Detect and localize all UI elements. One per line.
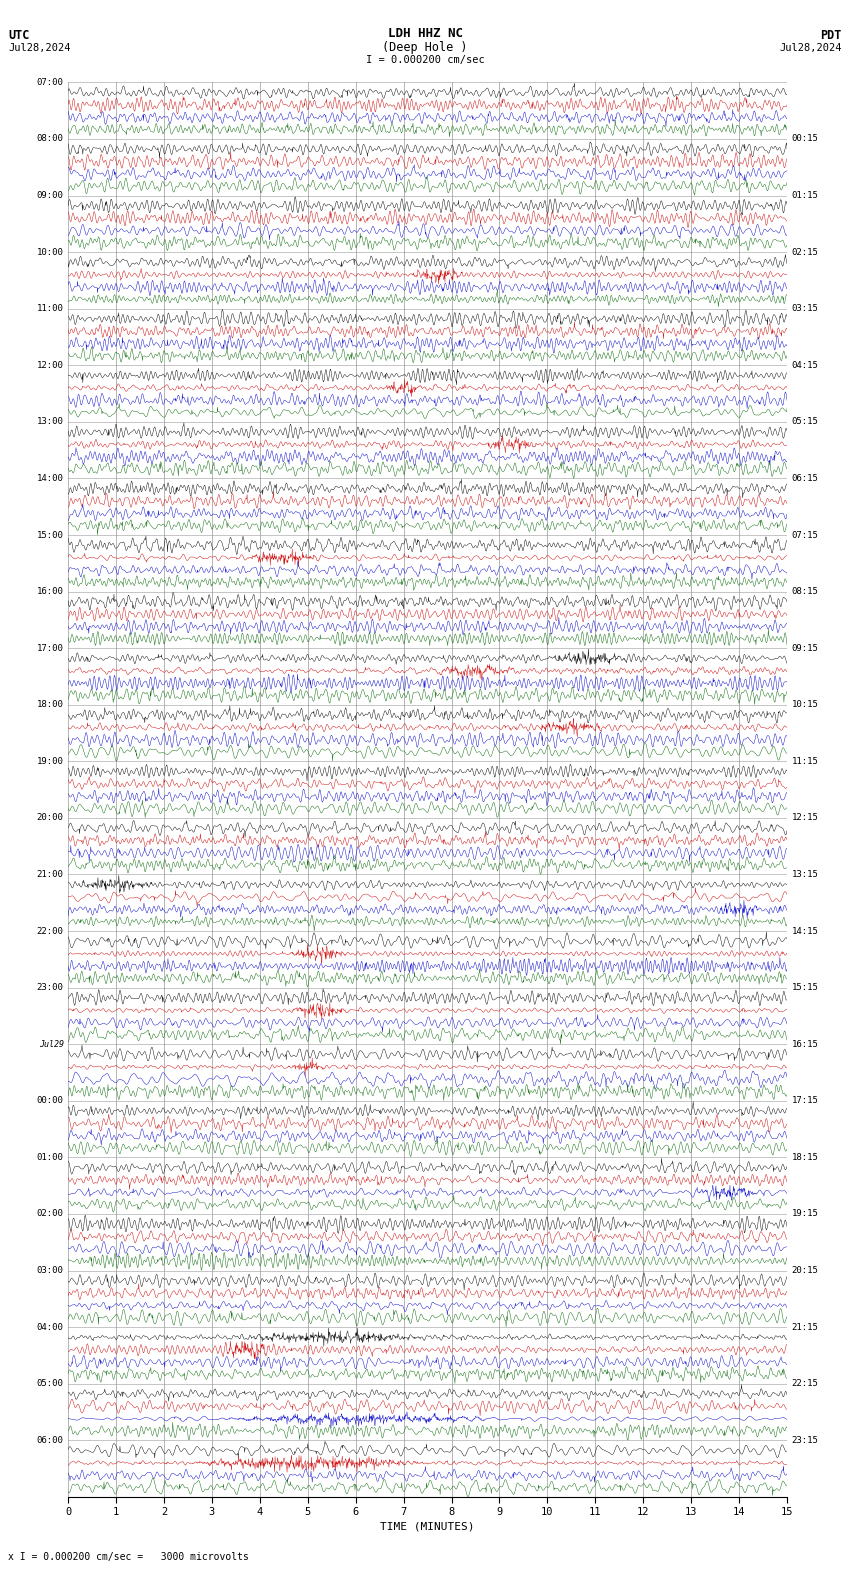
Text: 08:15: 08:15 — [791, 588, 819, 596]
Text: 10:15: 10:15 — [791, 700, 819, 710]
Text: 19:15: 19:15 — [791, 1210, 819, 1218]
Text: PDT: PDT — [820, 29, 842, 41]
Text: 01:00: 01:00 — [37, 1153, 64, 1163]
Text: 13:00: 13:00 — [37, 417, 64, 426]
Text: 13:15: 13:15 — [791, 870, 819, 879]
Text: 11:00: 11:00 — [37, 304, 64, 314]
Text: 05:15: 05:15 — [791, 417, 819, 426]
Text: 08:00: 08:00 — [37, 135, 64, 144]
Text: 03:15: 03:15 — [791, 304, 819, 314]
Text: Jul28,2024: Jul28,2024 — [779, 43, 842, 52]
Text: 01:15: 01:15 — [791, 192, 819, 200]
Text: 16:15: 16:15 — [791, 1039, 819, 1049]
X-axis label: TIME (MINUTES): TIME (MINUTES) — [380, 1522, 475, 1532]
Text: 16:00: 16:00 — [37, 588, 64, 596]
Text: 15:00: 15:00 — [37, 531, 64, 540]
Text: 12:00: 12:00 — [37, 361, 64, 369]
Text: 00:15: 00:15 — [791, 135, 819, 144]
Text: 18:15: 18:15 — [791, 1153, 819, 1163]
Text: 21:00: 21:00 — [37, 870, 64, 879]
Text: x I = 0.000200 cm/sec =   3000 microvolts: x I = 0.000200 cm/sec = 3000 microvolts — [8, 1552, 249, 1562]
Text: 20:15: 20:15 — [791, 1266, 819, 1275]
Text: 23:15: 23:15 — [791, 1435, 819, 1445]
Text: 15:15: 15:15 — [791, 984, 819, 992]
Text: 10:00: 10:00 — [37, 247, 64, 257]
Text: 21:15: 21:15 — [791, 1323, 819, 1332]
Text: 03:00: 03:00 — [37, 1266, 64, 1275]
Text: 00:00: 00:00 — [37, 1096, 64, 1106]
Text: 07:00: 07:00 — [37, 78, 64, 87]
Text: 23:00: 23:00 — [37, 984, 64, 992]
Text: 12:15: 12:15 — [791, 814, 819, 822]
Text: 02:15: 02:15 — [791, 247, 819, 257]
Text: (Deep Hole ): (Deep Hole ) — [382, 41, 468, 54]
Text: UTC: UTC — [8, 29, 30, 41]
Text: 22:00: 22:00 — [37, 927, 64, 936]
Text: 20:00: 20:00 — [37, 814, 64, 822]
Text: 06:15: 06:15 — [791, 474, 819, 483]
Text: 07:15: 07:15 — [791, 531, 819, 540]
Text: 14:15: 14:15 — [791, 927, 819, 936]
Text: 09:00: 09:00 — [37, 192, 64, 200]
Text: 19:00: 19:00 — [37, 757, 64, 765]
Text: 17:15: 17:15 — [791, 1096, 819, 1106]
Text: 02:00: 02:00 — [37, 1210, 64, 1218]
Text: 14:00: 14:00 — [37, 474, 64, 483]
Text: 11:15: 11:15 — [791, 757, 819, 765]
Text: LDH HHZ NC: LDH HHZ NC — [388, 27, 462, 40]
Text: 09:15: 09:15 — [791, 643, 819, 653]
Text: Jul29: Jul29 — [39, 1039, 64, 1049]
Text: 04:00: 04:00 — [37, 1323, 64, 1332]
Text: 06:00: 06:00 — [37, 1435, 64, 1445]
Text: I = 0.000200 cm/sec: I = 0.000200 cm/sec — [366, 55, 484, 65]
Text: 22:15: 22:15 — [791, 1380, 819, 1388]
Text: 18:00: 18:00 — [37, 700, 64, 710]
Text: 05:00: 05:00 — [37, 1380, 64, 1388]
Text: Jul28,2024: Jul28,2024 — [8, 43, 71, 52]
Text: 04:15: 04:15 — [791, 361, 819, 369]
Text: 17:00: 17:00 — [37, 643, 64, 653]
